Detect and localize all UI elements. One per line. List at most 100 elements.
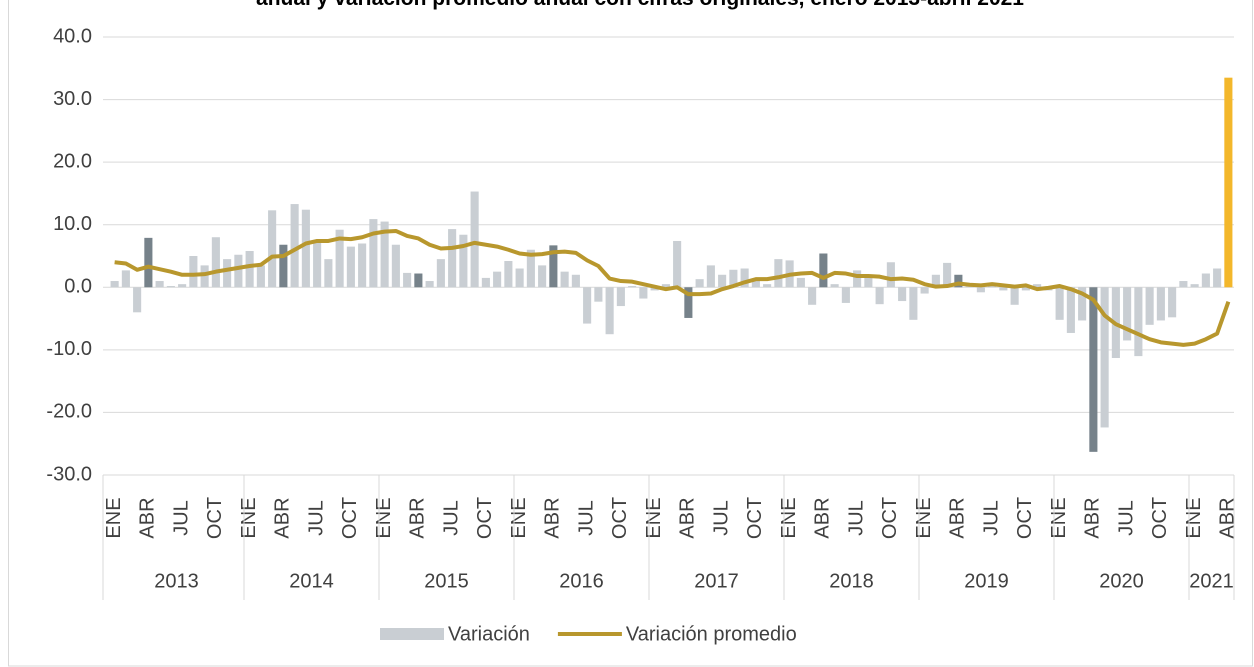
bar [583, 287, 592, 324]
x-tick-label: JUL [170, 500, 192, 536]
bar [1224, 77, 1233, 288]
bar [830, 284, 839, 288]
bar [110, 281, 119, 288]
bar [594, 287, 603, 302]
bar [538, 265, 547, 288]
bar [616, 287, 625, 307]
y-tick-label: 20.0 [53, 150, 92, 172]
x-tick-label: ENE [913, 497, 935, 538]
bar [841, 287, 850, 303]
bar [571, 274, 580, 288]
bar [414, 273, 423, 288]
bar [245, 250, 254, 288]
bar [1156, 287, 1165, 321]
x-tick-label: JUL [1115, 500, 1137, 536]
bar [1066, 287, 1075, 333]
x-tick-label: OCT [744, 497, 766, 539]
bar [684, 287, 693, 318]
y-tick-label: 0.0 [64, 276, 92, 298]
bar [763, 284, 772, 288]
bar [1190, 284, 1199, 288]
bar [211, 237, 220, 288]
bar [1168, 287, 1177, 318]
bar [515, 268, 524, 288]
bar [864, 277, 873, 288]
y-tick-label: -30.0 [46, 463, 92, 485]
x-tick-label: JUL [845, 500, 867, 536]
line [114, 228, 1231, 347]
bar [1145, 287, 1154, 325]
bar [628, 286, 637, 288]
bar [121, 270, 130, 288]
x-tick-label: ABR [407, 497, 429, 538]
group-label: 2019 [964, 570, 1009, 592]
legend-swatch [380, 628, 444, 640]
bar [729, 269, 738, 288]
bar [661, 284, 670, 288]
bar [1201, 273, 1210, 288]
chart-title: anual y variación promedio anual con cif… [256, 0, 1024, 10]
group-label: 2021 [1189, 570, 1234, 592]
bar [391, 244, 400, 288]
bar [774, 259, 783, 288]
bar [1123, 287, 1132, 341]
bar [605, 287, 614, 335]
x-tick-label: OCT [474, 497, 496, 539]
x-tick-label: ENE [508, 497, 530, 538]
bar [808, 287, 817, 305]
x-tick-label: JUL [575, 500, 597, 536]
y-tick-label: 10.0 [53, 213, 92, 235]
bar [954, 274, 963, 288]
x-tick-label: JUL [440, 500, 462, 536]
bar [706, 265, 715, 288]
bar [324, 259, 333, 288]
bar [1010, 287, 1019, 305]
x-tick-label: ABR [272, 497, 294, 538]
bar [279, 244, 288, 288]
bar [189, 256, 198, 288]
bar [290, 204, 299, 288]
x-tick-label: OCT [1014, 497, 1036, 539]
bar [549, 245, 558, 288]
bar [448, 229, 457, 288]
x-tick-label: JUL [305, 500, 327, 536]
bar [999, 287, 1008, 291]
y-tick-label: -10.0 [46, 338, 92, 360]
group-label: 2014 [289, 570, 334, 592]
group-label: 2020 [1099, 570, 1144, 592]
bar [1021, 287, 1030, 291]
bar [166, 286, 175, 288]
x-tick-label: OCT [204, 497, 226, 539]
bar [1089, 287, 1098, 452]
x-tick-label: OCT [1149, 497, 1171, 539]
bar [200, 265, 209, 288]
group-label: 2018 [829, 570, 874, 592]
bar [751, 279, 760, 288]
bar [718, 274, 727, 288]
y-tick-label: 30.0 [53, 88, 92, 110]
x-tick-label: ABR [1217, 497, 1239, 538]
bar [988, 286, 997, 288]
bar [976, 287, 985, 293]
bar [695, 279, 704, 288]
bar [369, 219, 378, 288]
bar [673, 240, 682, 288]
bar [898, 287, 907, 302]
x-tick-label: ABR [677, 497, 699, 538]
bar [875, 287, 884, 305]
bar [403, 272, 412, 288]
x-tick-label: JUL [710, 500, 732, 536]
bar [1179, 281, 1188, 288]
bar [853, 270, 862, 288]
bar [504, 261, 513, 288]
bar [639, 287, 648, 299]
bar [886, 262, 895, 288]
x-tick-label: ENE [238, 497, 260, 538]
bar [380, 221, 389, 288]
bar [1033, 284, 1042, 288]
x-tick-label: JUL [980, 500, 1002, 536]
bar [560, 271, 569, 288]
bar [268, 210, 277, 288]
legend-label: Variación [448, 623, 530, 645]
